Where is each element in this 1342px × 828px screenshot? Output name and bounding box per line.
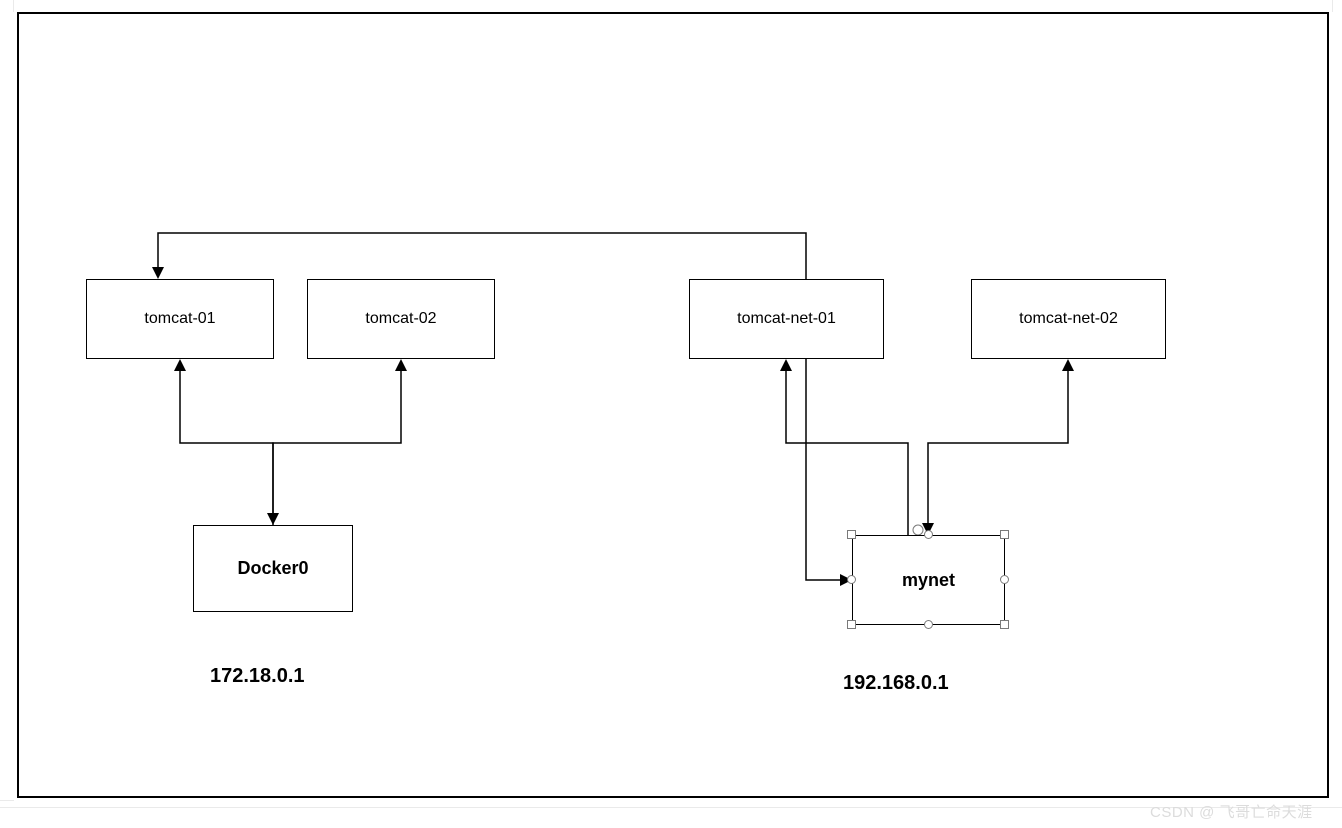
selection-handle-n[interactable] [924, 530, 933, 539]
node-label: tomcat-01 [144, 310, 215, 328]
node-label: Docker0 [237, 558, 308, 579]
selection-handle-ne[interactable] [1000, 530, 1009, 539]
selection-handle-se[interactable] [1000, 620, 1009, 629]
grid-v-left [13, 0, 14, 12]
node-label: tomcat-net-02 [1019, 310, 1118, 328]
selection-handle-sw[interactable] [847, 620, 856, 629]
node-tomcat-02[interactable]: tomcat-02 [307, 279, 495, 359]
node-label: tomcat-net-01 [737, 310, 836, 328]
selection-handle-s[interactable] [924, 620, 933, 629]
grid-v-right [1332, 0, 1333, 12]
node-tomcat-01[interactable]: tomcat-01 [86, 279, 274, 359]
node-label: tomcat-02 [365, 310, 436, 328]
watermark-text: CSDN @ 飞哥亡命天涯 [1150, 801, 1313, 822]
selection-handle-e[interactable] [1000, 575, 1009, 584]
selection-handle-nw[interactable] [847, 530, 856, 539]
node-docker0[interactable]: Docker0 [193, 525, 353, 612]
node-tomcat-net-01[interactable]: tomcat-net-01 [689, 279, 884, 359]
grid-h-1 [0, 800, 14, 801]
ip-label-mynet: 192.168.0.1 [843, 672, 949, 695]
node-mynet[interactable]: mynet [852, 535, 1005, 625]
node-label: mynet [902, 570, 955, 591]
node-tomcat-net-02[interactable]: tomcat-net-02 [971, 279, 1166, 359]
selection-handle-w[interactable] [847, 575, 856, 584]
grid-h-2 [0, 807, 1342, 808]
ip-label-docker0: 172.18.0.1 [210, 665, 305, 688]
